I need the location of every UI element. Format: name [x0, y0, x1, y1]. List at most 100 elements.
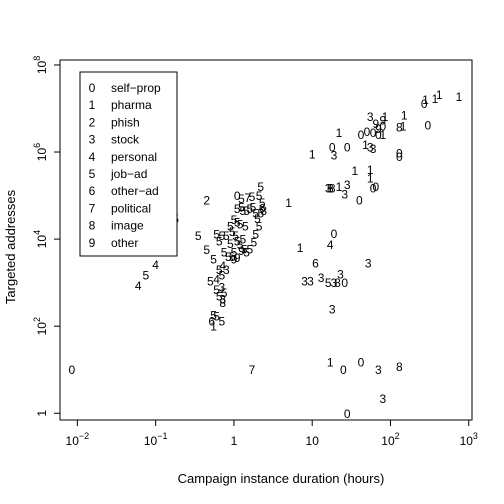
data-point: 3 [380, 392, 387, 406]
data-point: 5 [250, 200, 257, 214]
data-point: 0 [340, 363, 347, 377]
data-point: 1 [367, 172, 374, 186]
data-point: 8 [260, 204, 267, 218]
data-point: 0 [372, 180, 379, 194]
data-point: 5 [225, 250, 232, 264]
data-point: 3 [301, 274, 308, 288]
data-point: 1 [327, 356, 334, 370]
data-point: 7 [249, 363, 256, 377]
data-point: 5 [218, 268, 225, 282]
data-point: 3 [375, 363, 382, 377]
data-point: 1 [336, 126, 343, 140]
data-point: 5 [251, 236, 258, 250]
data-point: 8 [219, 296, 226, 310]
data-point: 5 [227, 220, 234, 234]
data-point: 0 [421, 97, 428, 111]
data-point: 6 [312, 257, 319, 271]
data-point: 1 [336, 180, 343, 194]
data-point: 1 [422, 93, 429, 107]
data-point: 3 [307, 274, 314, 288]
x-axis: 10−2 10−1 1 10 102 103 [66, 420, 478, 448]
data-point: 6 [259, 201, 266, 215]
data-point: 5 [249, 190, 256, 204]
data-point: 1 [401, 109, 408, 123]
x-axis-label: Campaign instance duration (hours) [178, 471, 385, 486]
data-point: 1 [382, 110, 389, 124]
data-point: 1 [367, 163, 374, 177]
data-point: 4 [213, 273, 220, 287]
data-point: 5 [221, 246, 228, 260]
data-point: 5 [237, 218, 244, 232]
data-point: 5 [234, 202, 241, 216]
data-point: 5 [195, 229, 202, 243]
x-tick-label: 10 [306, 434, 320, 448]
data-point: 5 [239, 233, 246, 247]
y-tick-label: 104 [32, 230, 49, 248]
legend-label: phish [111, 115, 140, 129]
legend-label: other−ad [111, 184, 159, 198]
data-point: 3 [365, 257, 372, 271]
data-point: 5 [143, 268, 150, 282]
data-point: 5 [231, 213, 238, 227]
data-point: 3 [367, 110, 374, 124]
data-point: 9 [375, 122, 382, 136]
y-tick-label: 106 [32, 143, 49, 161]
y-tick-label: 1 [35, 410, 49, 417]
data-point: 5 [216, 263, 223, 277]
data-point: 5 [203, 243, 210, 257]
data-point: 3 [325, 181, 332, 195]
legend: 0 self−prop 1 pharma 2 phish 3 stock 4 personal 5 j… [79, 71, 178, 257]
data-point: 5 [234, 215, 241, 229]
data-point: 5 [243, 204, 250, 218]
data-point: 7 [244, 191, 251, 205]
data-point: 5 [238, 200, 245, 214]
data-point: 3 [344, 178, 351, 192]
legend-code: 8 [89, 219, 96, 233]
data-point: 5 [232, 229, 239, 243]
legend-label: image [111, 219, 144, 233]
data-point: 5 [229, 225, 236, 239]
data-point: 5 [256, 189, 263, 203]
data-point: 5 [254, 212, 261, 226]
data-point: 1 [380, 128, 387, 142]
data-point: 3 [367, 141, 374, 155]
data-point: 5 [252, 206, 259, 220]
data-point: 5 [210, 309, 217, 323]
legend-code: 3 [89, 133, 96, 147]
data-point: 8 [396, 120, 403, 134]
legend-code: 4 [89, 150, 96, 164]
data-point: 4 [152, 258, 159, 272]
data-point: 5 [218, 315, 225, 329]
data-point: 0 [380, 119, 387, 133]
data-point: 5 [237, 238, 244, 252]
data-point: 0 [358, 356, 365, 370]
legend-label: political [111, 201, 151, 215]
data-point: 4 [327, 238, 334, 252]
data-point: 9 [231, 252, 238, 266]
data-point: 9 [238, 244, 245, 258]
data-point: 5 [325, 276, 332, 290]
data-point: 1 [285, 196, 292, 210]
data-point: 5 [210, 252, 217, 266]
data-point: 1 [400, 119, 407, 133]
data-point: 5 [229, 250, 236, 264]
data-point: 5 [256, 220, 263, 234]
data-point: 8 [327, 181, 334, 195]
data-point: 5 [259, 196, 266, 210]
data-point: 0 [344, 407, 351, 421]
data-point: 5 [243, 246, 250, 260]
data-point: 1 [362, 138, 369, 152]
data-point: 3 [331, 149, 338, 163]
data-point: 0 [370, 126, 377, 140]
data-point: 5 [223, 229, 230, 243]
data-point: 1 [210, 320, 217, 334]
legend-label: personal [111, 150, 157, 164]
data-point: 6 [208, 315, 215, 329]
data-point: 5 [207, 274, 214, 288]
data-point: 0 [396, 147, 403, 161]
data-point: 0 [358, 128, 365, 142]
data-point: 0 [424, 118, 431, 132]
data-point: 9 [234, 251, 241, 265]
